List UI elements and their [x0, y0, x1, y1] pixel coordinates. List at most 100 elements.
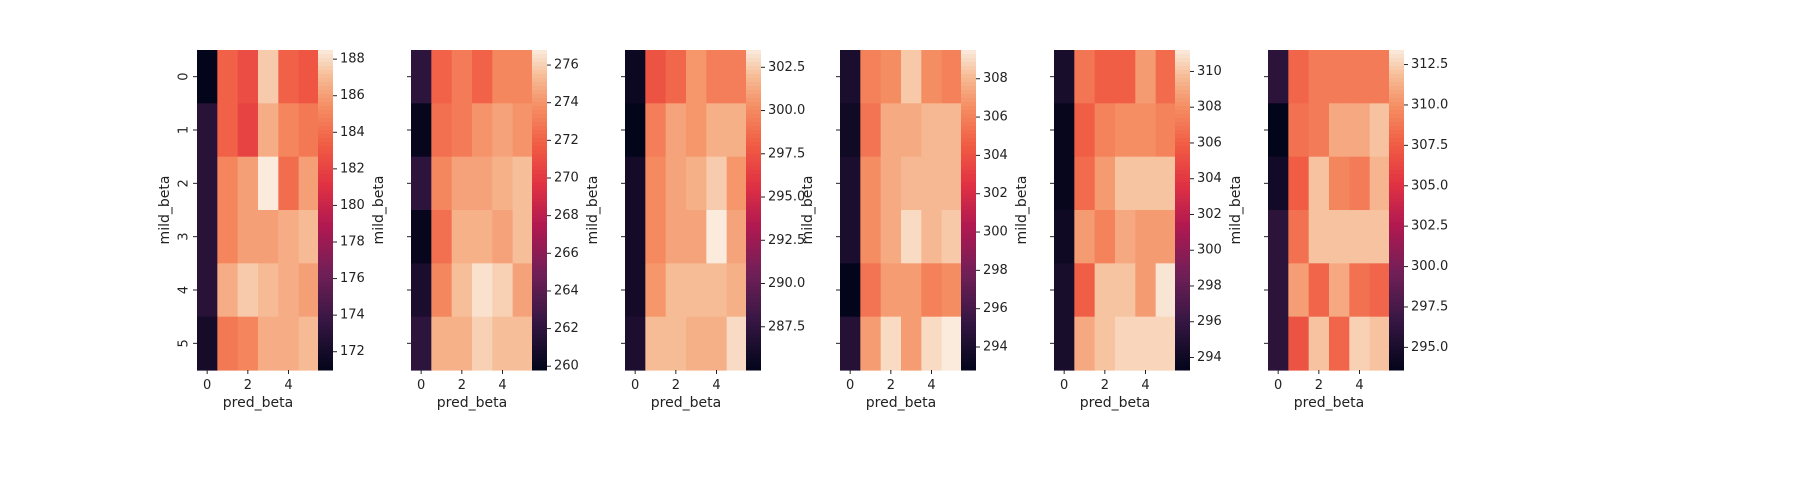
heatmap-cell — [1115, 263, 1136, 318]
colorbar-segment — [1175, 90, 1190, 95]
colorbar-segment — [318, 302, 333, 307]
heatmap-cell — [237, 50, 259, 104]
heatmap-cell — [298, 263, 320, 318]
x-axis-label: pred_beta — [223, 395, 293, 411]
colorbar-segment — [746, 342, 761, 347]
colorbar-segment — [318, 194, 333, 199]
colorbar-segment — [532, 90, 547, 95]
heatmap-cell — [1288, 263, 1310, 318]
colorbar-segment — [318, 174, 333, 179]
colorbar-segment — [532, 246, 547, 251]
colorbar-segment — [961, 362, 976, 367]
colorbar-tick-label: 310.0 — [1411, 97, 1448, 112]
heatmap-cell — [1308, 156, 1330, 211]
colorbar-segment — [961, 282, 976, 287]
colorbar-segment — [318, 134, 333, 139]
colorbar-segment — [1175, 286, 1190, 291]
colorbar-segment — [1175, 126, 1190, 131]
colorbar-segment — [746, 198, 761, 203]
heatmap-cell — [901, 263, 922, 318]
heatmap-cell — [431, 103, 453, 158]
colorbar-segment — [318, 318, 333, 323]
colorbar-segment — [1389, 62, 1404, 67]
colorbar-segment — [1175, 138, 1190, 143]
colorbar-segment — [961, 134, 976, 139]
heatmap-cell — [901, 316, 922, 371]
x-axis-label: pred_beta — [866, 395, 936, 411]
colorbar-segment — [318, 178, 333, 183]
colorbar-segment — [1389, 170, 1404, 175]
colorbar-segment — [1389, 330, 1404, 335]
colorbar-segment — [1175, 174, 1190, 179]
heatmap-cell — [1054, 263, 1075, 318]
colorbar-segment — [746, 66, 761, 71]
colorbar-segment — [746, 258, 761, 263]
colorbar-segment — [1389, 214, 1404, 219]
x-tick-label: 4 — [1141, 378, 1149, 393]
colorbar-segment — [1389, 146, 1404, 151]
heatmap-cell — [1054, 316, 1075, 371]
heatmap-cell — [1094, 103, 1116, 158]
heatmap-cell — [921, 103, 943, 158]
colorbar-segment — [1175, 230, 1190, 235]
colorbar-segment — [318, 170, 333, 175]
heatmap-cell — [197, 156, 218, 211]
colorbar-segment — [961, 122, 976, 127]
colorbar-segment — [746, 266, 761, 271]
heatmap-cell — [217, 103, 239, 158]
colorbar-segment — [746, 366, 761, 371]
colorbar-segment — [1389, 154, 1404, 159]
colorbar-segment — [961, 94, 976, 99]
heatmap-cell — [1268, 210, 1289, 264]
colorbar-segment — [318, 130, 333, 135]
colorbar-segment — [1175, 158, 1190, 163]
colorbar-segment — [532, 198, 547, 203]
heatmap-cell — [411, 263, 432, 318]
colorbar-segment — [1389, 286, 1404, 291]
colorbar-segment — [961, 118, 976, 123]
colorbar-segment — [746, 346, 761, 351]
colorbar-segment — [1175, 334, 1190, 339]
heatmap-cell — [665, 156, 687, 211]
colorbar-segment — [961, 222, 976, 227]
x-tick-label: 0 — [631, 378, 639, 393]
colorbar-segment — [1389, 158, 1404, 163]
x-tick-label: 0 — [1060, 378, 1068, 393]
heatmap-cell — [840, 156, 861, 211]
colorbar-segment — [746, 218, 761, 223]
colorbar-segment — [1389, 314, 1404, 319]
colorbar-segment — [318, 294, 333, 299]
heatmap-cell — [431, 263, 453, 318]
colorbar-segment — [1175, 206, 1190, 211]
colorbar-segment — [961, 198, 976, 203]
colorbar-segment — [961, 306, 976, 311]
colorbar-segment — [318, 146, 333, 151]
colorbar-segment — [532, 122, 547, 127]
colorbar-segment — [746, 130, 761, 135]
heatmap-cell — [512, 316, 534, 371]
colorbar-segment — [532, 266, 547, 271]
colorbar-segment — [1389, 94, 1404, 99]
heatmap-cell — [258, 103, 279, 158]
heatmap-cell — [451, 50, 473, 104]
colorbar-segment — [1175, 290, 1190, 295]
colorbar-tick-label: 302.5 — [768, 60, 805, 75]
x-tick-label: 2 — [887, 378, 895, 393]
colorbar-segment — [532, 50, 547, 55]
colorbar-tick-label: 298 — [983, 263, 1008, 278]
heatmap-cell — [840, 263, 861, 318]
colorbar-segment — [318, 350, 333, 355]
colorbar-segment — [961, 342, 976, 347]
heatmap-cell — [431, 210, 453, 264]
colorbar-segment — [1389, 122, 1404, 127]
heatmap-cell — [665, 50, 687, 104]
colorbar-segment — [318, 326, 333, 331]
heatmap-cell — [1268, 156, 1289, 211]
colorbar-tick-label: 297.5 — [1411, 299, 1448, 314]
colorbar-segment — [1175, 50, 1190, 55]
colorbar-segment — [746, 190, 761, 195]
heatmap-cell — [451, 263, 473, 318]
colorbar-segment — [961, 214, 976, 219]
heatmap-cell — [645, 263, 667, 318]
heatmap-cell — [1268, 316, 1289, 371]
